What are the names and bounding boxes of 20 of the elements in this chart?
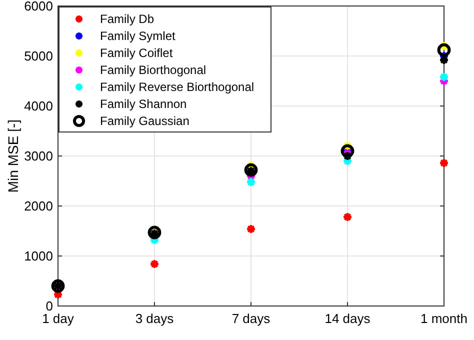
legend-label: Family Coiflet bbox=[100, 46, 174, 60]
x-tick-label: 1 month bbox=[420, 311, 468, 326]
legend-label: Family Shannon bbox=[100, 97, 187, 112]
y-tick-label: 6000 bbox=[24, 0, 53, 14]
y-tick-label: 3000 bbox=[24, 148, 53, 164]
y-axis-title: Min MSE [-] bbox=[5, 119, 21, 193]
x-tick-label: 1 day bbox=[42, 311, 74, 326]
y-tick-label: 5000 bbox=[24, 48, 53, 64]
x-tick-label: 3 days bbox=[135, 311, 174, 326]
x-tick-label: 7 days bbox=[232, 311, 271, 326]
legend-label: Family Biorthogonal bbox=[100, 63, 206, 78]
y-tick-label: 1000 bbox=[24, 248, 53, 264]
legend-label: Family Db bbox=[100, 12, 154, 26]
y-tick-label: 2000 bbox=[24, 198, 53, 214]
x-tick-label: 14 days bbox=[324, 311, 371, 326]
y-tick-label: 0 bbox=[46, 298, 53, 314]
y-tick-label: 4000 bbox=[24, 98, 53, 114]
legend-label: Family Gaussian bbox=[100, 114, 190, 128]
legend-label: Family Symlet bbox=[100, 29, 176, 44]
legend-label: Family Reverse Biorthogonal bbox=[100, 80, 254, 94]
